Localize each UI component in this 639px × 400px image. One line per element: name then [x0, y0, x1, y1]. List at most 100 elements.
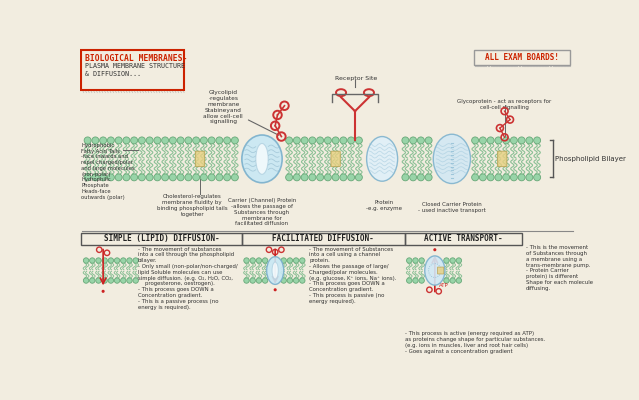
- Circle shape: [281, 278, 286, 283]
- Circle shape: [102, 278, 107, 283]
- Circle shape: [100, 174, 107, 181]
- Circle shape: [146, 174, 153, 181]
- Circle shape: [114, 278, 119, 283]
- Circle shape: [443, 278, 449, 283]
- Circle shape: [419, 258, 424, 263]
- Circle shape: [355, 137, 362, 144]
- Circle shape: [472, 174, 479, 181]
- Circle shape: [133, 258, 139, 263]
- Circle shape: [340, 137, 347, 144]
- Text: - The movement of Substances
into a cell using a channel
protein.
- Allows the p: - The movement of Substances into a cell…: [309, 247, 397, 304]
- Circle shape: [348, 174, 355, 181]
- Circle shape: [201, 137, 208, 144]
- Circle shape: [503, 174, 510, 181]
- Circle shape: [114, 258, 119, 263]
- Circle shape: [526, 174, 533, 181]
- Circle shape: [450, 258, 456, 263]
- Circle shape: [332, 137, 339, 144]
- Circle shape: [479, 174, 486, 181]
- Circle shape: [169, 174, 176, 181]
- Circle shape: [511, 174, 518, 181]
- Circle shape: [115, 174, 122, 181]
- Circle shape: [456, 258, 461, 263]
- FancyBboxPatch shape: [498, 151, 507, 166]
- Circle shape: [92, 174, 99, 181]
- Circle shape: [139, 174, 145, 181]
- Circle shape: [115, 137, 122, 144]
- Circle shape: [84, 174, 91, 181]
- Circle shape: [154, 174, 161, 181]
- Ellipse shape: [272, 262, 278, 279]
- Ellipse shape: [367, 136, 397, 181]
- Circle shape: [479, 137, 486, 144]
- Circle shape: [92, 137, 99, 144]
- Circle shape: [301, 137, 308, 144]
- Circle shape: [130, 137, 137, 144]
- Text: BIOLOGICAL MEMBRANES-: BIOLOGICAL MEMBRANES-: [84, 54, 187, 63]
- Circle shape: [309, 174, 316, 181]
- Circle shape: [355, 174, 362, 181]
- Circle shape: [108, 278, 114, 283]
- Text: Glycolipid
-regulates
membrane
Stabineyand
allow cell-cell
signalling: Glycolipid -regulates membrane Stabineya…: [203, 90, 279, 135]
- Ellipse shape: [266, 257, 284, 284]
- Circle shape: [526, 137, 533, 144]
- Circle shape: [281, 258, 286, 263]
- Circle shape: [300, 258, 305, 263]
- Circle shape: [332, 174, 339, 181]
- Circle shape: [293, 278, 299, 283]
- Circle shape: [162, 137, 169, 144]
- Circle shape: [83, 278, 89, 283]
- Circle shape: [89, 258, 95, 263]
- Circle shape: [487, 174, 494, 181]
- Text: - The movement of substances
into a cell through the phospholipid
bilayer.
- Onl: - The movement of substances into a cell…: [138, 247, 238, 310]
- Circle shape: [410, 137, 417, 144]
- Circle shape: [201, 174, 208, 181]
- Circle shape: [317, 137, 323, 144]
- Circle shape: [216, 174, 223, 181]
- Ellipse shape: [256, 144, 268, 174]
- Circle shape: [325, 137, 332, 144]
- Circle shape: [456, 278, 461, 283]
- FancyBboxPatch shape: [331, 151, 341, 166]
- Text: PLASMA MEMBRANE STRUCTURE: PLASMA MEMBRANE STRUCTURE: [84, 63, 185, 69]
- Circle shape: [410, 174, 417, 181]
- Circle shape: [224, 137, 231, 144]
- Circle shape: [146, 137, 153, 144]
- Circle shape: [402, 137, 409, 144]
- Circle shape: [121, 278, 126, 283]
- Text: Protein
-e.g. enzyme: Protein -e.g. enzyme: [366, 200, 402, 211]
- Circle shape: [130, 174, 137, 181]
- Circle shape: [425, 174, 432, 181]
- Circle shape: [192, 174, 199, 181]
- Circle shape: [287, 278, 293, 283]
- Text: Hydrophilic
Phosphate
Heads-face
outwards (polar): Hydrophilic Phosphate Heads-face outward…: [81, 177, 125, 200]
- Circle shape: [340, 174, 347, 181]
- Circle shape: [169, 137, 176, 144]
- Text: Glycoprotein - act as receptors for
cell-cell signalling: Glycoprotein - act as receptors for cell…: [458, 99, 551, 110]
- Text: ACTIVE TRANSPORT-: ACTIVE TRANSPORT-: [424, 234, 503, 244]
- Circle shape: [325, 174, 332, 181]
- Circle shape: [231, 174, 238, 181]
- Circle shape: [96, 258, 101, 263]
- Text: SIMPLE (LIPID) DIFFUSION-: SIMPLE (LIPID) DIFFUSION-: [104, 234, 219, 244]
- Circle shape: [256, 258, 261, 263]
- Circle shape: [293, 258, 299, 263]
- Circle shape: [419, 278, 424, 283]
- Circle shape: [185, 174, 192, 181]
- Circle shape: [293, 137, 300, 144]
- Circle shape: [244, 258, 249, 263]
- Circle shape: [108, 258, 114, 263]
- Circle shape: [413, 258, 418, 263]
- Circle shape: [121, 258, 126, 263]
- Circle shape: [127, 258, 132, 263]
- FancyBboxPatch shape: [438, 267, 443, 274]
- Text: Cholesterol-regulates
membrane fluidity by
binding phospholipid tails
together: Cholesterol-regulates membrane fluidity …: [157, 194, 227, 217]
- Text: Hydrophobic
Fatty Acid Tails
-face inwards and
repel charged/polar
and large mol: Hydrophobic Fatty Acid Tails -face inwar…: [81, 143, 135, 177]
- Circle shape: [84, 137, 91, 144]
- Circle shape: [413, 278, 418, 283]
- Ellipse shape: [433, 134, 470, 184]
- FancyBboxPatch shape: [80, 48, 575, 356]
- Circle shape: [256, 278, 261, 283]
- Circle shape: [518, 137, 525, 144]
- Circle shape: [495, 174, 502, 181]
